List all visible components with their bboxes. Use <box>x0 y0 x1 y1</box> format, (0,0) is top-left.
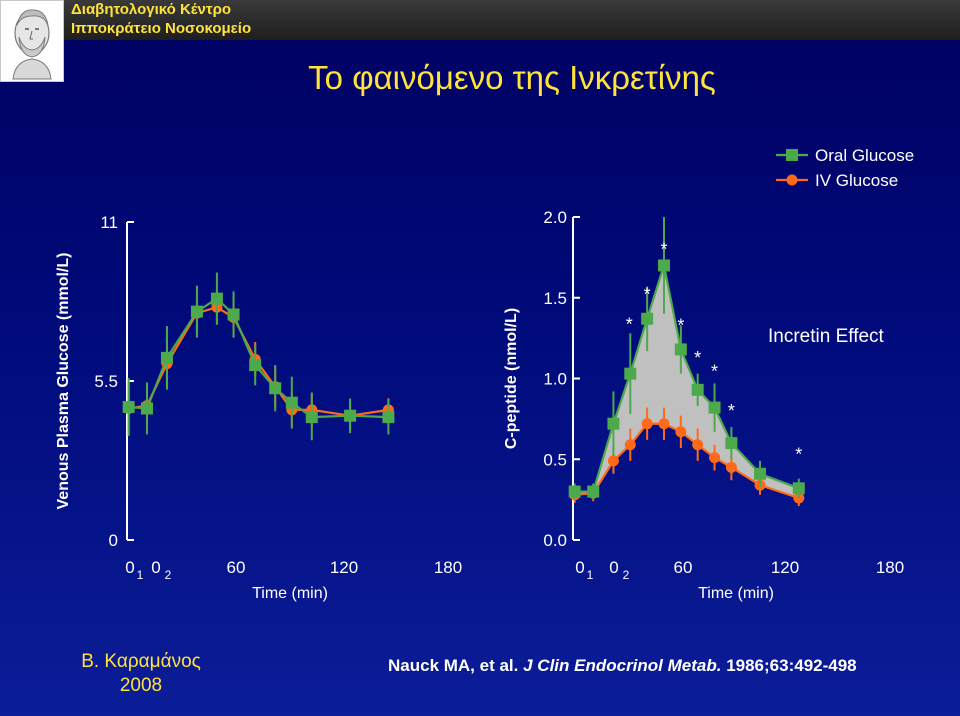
x-tick-label: 0 <box>125 558 134 577</box>
iv-point <box>709 452 721 464</box>
significance-asterisk: * <box>694 348 701 368</box>
oral-point <box>725 437 738 450</box>
oral-point <box>122 401 135 414</box>
x-tick-label: 1 <box>587 568 594 582</box>
oral-point <box>382 411 395 424</box>
oral-point <box>587 485 600 498</box>
iv-point <box>641 418 653 430</box>
significance-asterisk: * <box>711 362 718 382</box>
x-axis-title: Time (min) <box>698 585 774 602</box>
incretin-effect-label: Incretin Effect <box>768 326 885 347</box>
x-tick-label: 1 <box>137 568 144 582</box>
legend: Oral Glucose IV Glucose <box>776 146 914 190</box>
y-tick-label: 0.0 <box>543 531 567 550</box>
y-tick-label: 0.5 <box>543 450 567 469</box>
x-tick-label: 120 <box>330 558 358 577</box>
y-axis-title: Venous Plasma Glucose (mmol/L) <box>55 253 72 510</box>
slide-title: Το φαινόμενο της Ινκρετίνης <box>308 59 716 96</box>
oral-point <box>305 411 318 424</box>
oral-point <box>249 359 262 372</box>
y-tick-label: 5.5 <box>94 372 118 391</box>
legend-oral-label: Oral Glucose <box>815 146 914 165</box>
x-tick-label: 120 <box>771 558 799 577</box>
y-axis-title: C-peptide (nmol/L) <box>503 308 520 449</box>
significance-asterisk: * <box>795 444 802 464</box>
oral-point <box>269 382 282 395</box>
significance-asterisk: * <box>644 285 651 305</box>
oral-point <box>210 292 223 305</box>
x-tick-label: 180 <box>876 558 904 577</box>
oral-point <box>344 409 357 422</box>
hospital-banner: Διαβητολογικό Κέντρο Ιπποκράτειο Νοσοκομ… <box>64 0 960 40</box>
citation-journal: J Clin Endocrinol Metab. <box>523 656 722 675</box>
x-tick-label: 180 <box>434 558 462 577</box>
hippocrates-bust-icon <box>12 9 52 80</box>
oral-point <box>691 383 704 396</box>
legend-iv-marker <box>786 174 798 186</box>
y-tick-label: 0 <box>109 531 118 550</box>
oral-point <box>160 351 173 364</box>
legend-iv-label: IV Glucose <box>815 171 898 190</box>
x-tick-label: 2 <box>623 568 630 582</box>
chart-panel-2: 0.00.51.01.52.0C-peptide (nmol/L)0 1 0 2 60 1… <box>503 208 904 602</box>
hospital-name-line2: Ιπποκράτειο Νοσοκομείο <box>71 20 252 37</box>
significance-asterisk: * <box>728 401 735 421</box>
significance-asterisk: * <box>626 315 633 335</box>
citation-authors: Nauck MA, et al. <box>388 656 524 675</box>
oral-point <box>641 312 654 325</box>
y-tick-label: 1.5 <box>543 289 567 308</box>
incretin-effect-area <box>574 265 799 499</box>
oral-point <box>792 482 805 495</box>
iv-point <box>675 426 687 438</box>
y-tick-label: 11 <box>100 213 118 232</box>
iv-point <box>692 439 704 451</box>
author-year: 2008 <box>119 675 163 696</box>
oral-point <box>140 402 153 415</box>
slide-header: Διαβητολογικό Κέντρο Ιπποκράτειο Νοσοκομ… <box>0 0 960 96</box>
iv-series-line <box>574 422 800 500</box>
oral-series-line <box>128 297 389 419</box>
citation: Nauck MA, et al. J Clin Endocrinol Metab… <box>388 656 857 676</box>
oral-point <box>190 305 203 318</box>
significance-asterisk: * <box>677 315 684 335</box>
oral-point <box>754 467 767 480</box>
iv-point <box>658 418 670 430</box>
x-tick-label: 0 <box>575 558 584 577</box>
oral-point <box>285 396 298 409</box>
significance-asterisk: * <box>660 239 667 259</box>
hospital-logo <box>0 0 64 82</box>
oral-point <box>227 308 240 321</box>
oral-point <box>568 485 581 498</box>
oral-point <box>657 259 670 272</box>
y-tick-label: 2.0 <box>543 208 567 227</box>
iv-point <box>607 455 619 467</box>
hospital-name-line1: Διαβητολογικό Κέντρο <box>71 1 232 18</box>
x-tick-label: 2 <box>165 568 172 582</box>
iv-point <box>624 439 636 451</box>
y-tick-label: 1.0 <box>543 370 567 389</box>
oral-point <box>607 417 620 430</box>
x-tick-label: 0 <box>609 558 618 577</box>
x-tick-label: 60 <box>674 558 693 577</box>
oral-point <box>708 401 721 414</box>
author-name: Β. Καραμάνος <box>81 651 201 672</box>
oral-point <box>624 367 637 380</box>
x-axis-title: Time (min) <box>252 585 328 602</box>
legend-oral-marker <box>786 149 798 161</box>
iv-point <box>725 461 737 473</box>
citation-details: 1986;63:492-498 <box>721 656 857 675</box>
x-tick-label: 60 <box>227 558 246 577</box>
x-tick-label: 0 <box>151 558 160 577</box>
oral-point <box>674 343 687 356</box>
slide-author: Β. Καραμάνος 2008 <box>76 650 206 698</box>
